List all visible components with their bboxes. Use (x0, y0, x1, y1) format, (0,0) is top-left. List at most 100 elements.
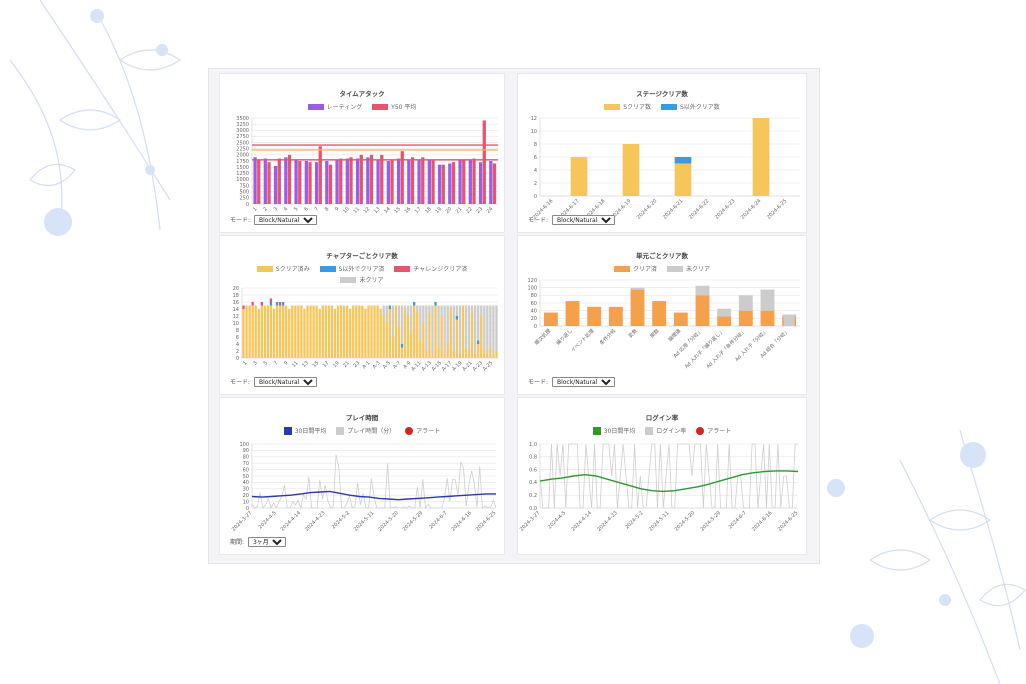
x-tick-label: A-7 (392, 360, 402, 370)
x-tick-label: 2024-6-16 (450, 510, 473, 533)
x-tick-label: 14 (383, 206, 392, 215)
bar-y50-average (472, 158, 476, 204)
bar-s-cleared (416, 312, 419, 358)
bar-not-cleared (452, 305, 455, 351)
y-tick-label: 500 (239, 190, 249, 196)
y-tick-label: 30 (243, 487, 249, 493)
bar-y50-average (349, 157, 353, 204)
y-tick-label: 20 (243, 493, 249, 499)
y-tick-label: 20 (531, 316, 537, 322)
mode-select[interactable]: Block/Natural (253, 377, 317, 387)
y-tick-label: 750 (239, 183, 249, 189)
legend-item[interactable]: Y50 平均 (372, 102, 416, 113)
bar-s-cleared (291, 305, 294, 358)
legend-item[interactable]: チャレンジクリア済 (394, 264, 467, 275)
legend-item[interactable]: Sクリア数 (604, 102, 651, 113)
bar-rating (304, 161, 308, 204)
y-tick-label: 2 (534, 181, 537, 187)
y-tick-label: 3500 (236, 116, 249, 122)
bar-rating (468, 159, 472, 204)
bar-not-cleared (409, 305, 413, 334)
bar-s-clear (622, 144, 640, 196)
bar-other-cleared (400, 344, 404, 348)
bar-s-cleared (288, 309, 291, 358)
x-tick-label: 16 (404, 206, 413, 215)
mode-select[interactable]: Block/Natural (253, 215, 317, 225)
y-tick-label: 0 (236, 356, 239, 362)
bar-s-cleared (473, 354, 477, 358)
legend-label: Y50 平均 (391, 104, 417, 111)
y-tick-label: 60 (531, 301, 537, 307)
mode-select[interactable]: Block/Natural (551, 215, 615, 225)
bar-s-cleared (333, 309, 337, 358)
legend-item[interactable]: アラート (405, 426, 440, 437)
legend-item[interactable]: Sクリア済み (256, 264, 310, 275)
y-tick-label: 250 (239, 196, 249, 202)
x-tick-label: 20 (445, 206, 454, 215)
bar-y50-average (369, 154, 374, 204)
legend-item[interactable]: アラート (696, 426, 731, 437)
x-tick-label: 13 (301, 360, 310, 369)
y-tick-label: 120 (527, 278, 537, 284)
bar-cleared (587, 306, 602, 326)
bar-cleared (738, 310, 753, 326)
bar-rating (294, 159, 298, 204)
y-tick-label: 18 (233, 293, 239, 299)
bar-s-cleared (406, 316, 410, 358)
bar-y50-average (390, 159, 394, 204)
bar-rating (396, 158, 401, 204)
period-control: 期間: 3ヶ月 (230, 537, 286, 547)
bar-s-cleared (345, 305, 349, 358)
x-tick-label: 2024-5-29 (699, 510, 722, 533)
legend-item[interactable]: プレイ時間（分） (336, 426, 395, 437)
period-select[interactable]: 3ヶ月 (247, 537, 286, 547)
bar-s-cleared (364, 309, 367, 358)
bar-s-cleared (263, 305, 267, 358)
bar-s-cleared (245, 305, 248, 358)
bar-cleared (565, 301, 580, 326)
legend-item[interactable]: 30日間平均 (283, 426, 326, 437)
legend-item[interactable]: ログイン率 (645, 426, 686, 437)
bar-s-cleared (278, 305, 282, 358)
bar-y50-average (328, 164, 333, 204)
legend-label: アラート (707, 428, 732, 435)
legend-item[interactable]: 未クリア (340, 275, 384, 286)
bar-rating (489, 161, 493, 204)
bar-s-cleared (294, 305, 297, 358)
legend-item[interactable]: 未クリア (666, 264, 710, 275)
x-tick-label: 2024-5-2 (331, 510, 351, 530)
bar-s-cleared (483, 351, 486, 358)
y-tick-label: 1500 (236, 165, 249, 171)
bar-not-cleared (440, 305, 443, 316)
x-tick-label: 23 (352, 360, 361, 369)
x-tick-label: 1 (242, 360, 248, 366)
x-tick-label: 2024-6-25 (777, 510, 800, 533)
chart-title: チャプターごとクリア数 (326, 252, 398, 260)
bar-other-cleared (434, 302, 437, 306)
bar-s-cleared (467, 351, 471, 358)
bar-s-cleared (458, 354, 462, 358)
bar-s-cleared (495, 351, 498, 358)
y-tick-label: 2500 (236, 140, 249, 146)
y-tick-label: 20 (233, 286, 239, 292)
bar-s-cleared (306, 305, 309, 358)
series-line-play-time (251, 454, 497, 510)
y-tick-label: 2 (236, 349, 239, 355)
legend-label: Sクリア済み (275, 266, 310, 273)
mode-select[interactable]: Block/Natural (551, 377, 615, 387)
legend-item[interactable]: S以外クリア数 (660, 102, 720, 113)
bar-s-cleared (309, 305, 312, 358)
y-tick-label: 0.4 (529, 480, 537, 486)
legend-item[interactable]: クリア済 (614, 264, 657, 275)
bar-not-cleared (477, 305, 480, 341)
bar-s-cleared (382, 316, 385, 358)
legend-item[interactable]: レーティング (307, 102, 362, 113)
bar-s-cleared (449, 309, 452, 358)
bar-s-cleared (254, 305, 257, 358)
legend-item[interactable]: 30日間平均 (592, 426, 635, 437)
legend-item[interactable]: S以外でクリア済 (319, 264, 384, 275)
x-tick-label: 2024-6-23 (714, 198, 737, 221)
y-tick-label: 10 (531, 129, 537, 135)
